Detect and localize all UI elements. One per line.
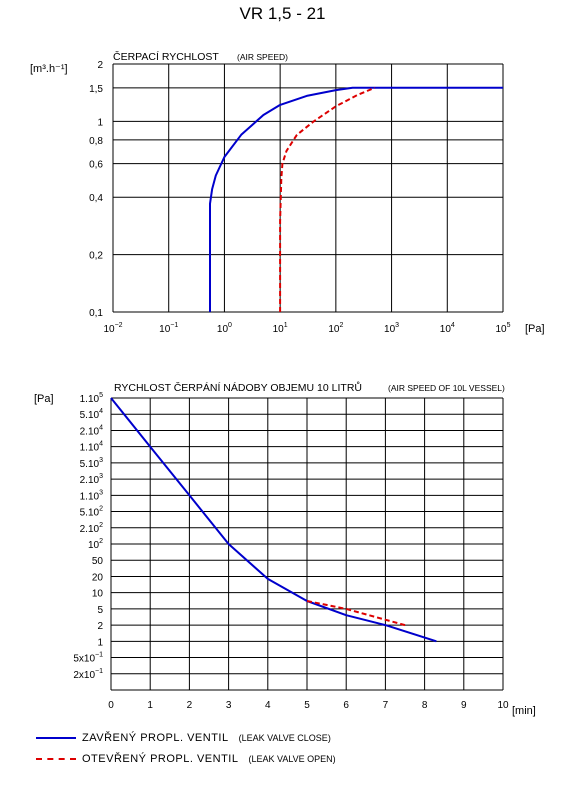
- y-tick-label: 2.102: [80, 522, 103, 535]
- y-tick-label: 2x10−1: [73, 668, 103, 681]
- document-title: VR 1,5 - 21: [239, 4, 326, 23]
- legend-item-close: ZAVŘENÝ PROPL. VENTIL (LEAK VALVE CLOSE): [36, 732, 331, 744]
- y-tick-label: 0,2: [89, 251, 103, 262]
- x-tick-label: 9: [461, 700, 467, 711]
- chart-title-en: (AIR SPEED OF 10L VESSEL): [388, 383, 505, 393]
- x-tick-label: 10: [497, 700, 509, 711]
- x-tick-label: 0: [108, 700, 114, 711]
- series-line-open: [279, 86, 376, 312]
- y-tick-label: 5.103: [80, 457, 103, 470]
- chart-title-en: (AIR SPEED): [237, 52, 288, 62]
- y-tick-label: 0,8: [89, 136, 103, 147]
- y-tick-label: 2.104: [80, 424, 103, 437]
- y-tick-label: 1,5: [89, 84, 103, 95]
- y-tick-label: 5x10−1: [73, 652, 103, 665]
- series-line-close: [110, 397, 437, 643]
- x-tick-label: 102: [328, 322, 343, 335]
- legend-label-en: (LEAK VALVE OPEN): [248, 754, 336, 764]
- y-tick-label: 5.104: [80, 408, 103, 421]
- y-tick-label: 2: [97, 60, 103, 71]
- legend-label: ZAVŘENÝ PROPL. VENTIL: [82, 732, 229, 744]
- x-tick-label: 1: [147, 700, 153, 711]
- y-tick-label: 0,4: [89, 193, 103, 204]
- x-tick-label: 2: [187, 700, 193, 711]
- x-tick-label: 100: [217, 322, 232, 335]
- x-tick-label: 6: [343, 700, 349, 711]
- series-line-close: [209, 86, 503, 312]
- x-tick-label: 7: [383, 700, 389, 711]
- y-tick-label: 0,1: [89, 308, 103, 319]
- y-tick-label: 2.103: [80, 473, 103, 486]
- series-line-open: [306, 600, 406, 627]
- x-tick-label: 104: [440, 322, 455, 335]
- x-tick-label: 5: [304, 700, 310, 711]
- y-tick-label: 0,6: [89, 160, 103, 171]
- y-tick-label: 5.102: [80, 506, 103, 519]
- y-tick-label: 5: [97, 605, 103, 616]
- y-tick-label: 2: [97, 621, 103, 632]
- x-tick-label: 10−2: [103, 322, 122, 335]
- y-axis-label: [m³.h⁻¹]: [30, 63, 68, 75]
- y-tick-label: 1.104: [80, 441, 103, 454]
- legend-swatch-dashed: [36, 758, 76, 760]
- y-tick-label: 10: [92, 589, 104, 600]
- y-tick-label: 1.105: [80, 392, 103, 405]
- x-tick-label: 10−1: [159, 322, 178, 335]
- legend-label-en: (LEAK VALVE CLOSE): [238, 733, 331, 743]
- y-tick-label: 1: [97, 117, 103, 128]
- x-tick-label: 8: [422, 700, 428, 711]
- x-tick-label: 103: [384, 322, 399, 335]
- chart-title: RYCHLOST ČERPÁNÍ NÁDOBY OBJEMU 10 LITRŮ: [114, 381, 362, 394]
- y-tick-label: 50: [92, 556, 104, 567]
- x-tick-label: 3: [226, 700, 232, 711]
- x-axis-label: [Pa]: [525, 323, 545, 335]
- x-tick-label: 4: [265, 700, 271, 711]
- legend-label: OTEVŘENÝ PROPL. VENTIL: [82, 753, 239, 765]
- chart-title: ČERPACÍ RYCHLOST: [113, 50, 219, 63]
- x-tick-label: 105: [495, 322, 510, 335]
- y-tick-label: 102: [88, 538, 103, 551]
- x-axis-label: [min]: [512, 705, 536, 717]
- y-axis-label: [Pa]: [34, 393, 54, 405]
- y-tick-label: 1: [97, 637, 103, 648]
- legend-item-open: OTEVŘENÝ PROPL. VENTIL (LEAK VALVE OPEN): [36, 753, 336, 765]
- y-tick-label: 1.103: [80, 489, 103, 502]
- y-tick-label: 20: [92, 572, 104, 583]
- x-tick-label: 101: [273, 322, 288, 335]
- legend-swatch-solid: [36, 737, 76, 739]
